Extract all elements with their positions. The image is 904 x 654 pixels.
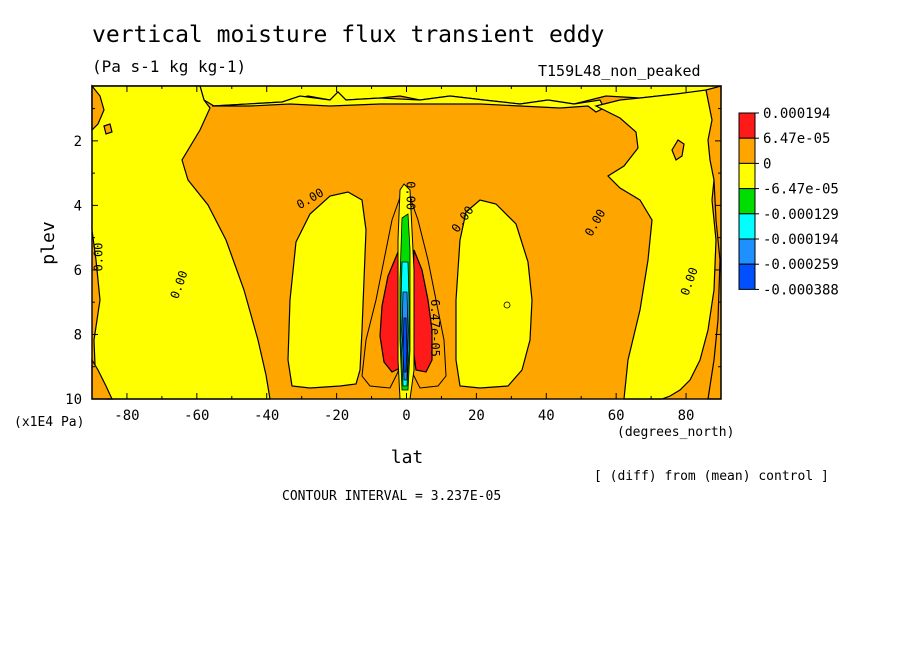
x-tick-label: 80 <box>678 408 695 424</box>
x-tick-label: -60 <box>184 408 209 424</box>
legend-level-label: -6.47e-05 <box>763 182 839 198</box>
small-feature-ring <box>503 301 511 309</box>
yellow-region-top-band <box>211 91 605 113</box>
yellow-region-left-wedge <box>91 85 271 400</box>
y-tick-label: 10 <box>65 392 82 408</box>
chart-units: (Pa s-1 kg kg-1) <box>92 57 247 76</box>
x-axis-label: lat <box>391 447 424 468</box>
contour-label: 0.00 <box>404 181 418 210</box>
x-tick-label: 20 <box>468 408 485 424</box>
contour-interval: CONTOUR INTERVAL = 3.237E-05 <box>282 489 502 504</box>
x-tick-label: -80 <box>114 408 139 424</box>
y-axis-label: plev <box>38 221 59 264</box>
run-name: T159L48_non_peaked <box>538 62 701 80</box>
y-axis-units: (x1E4 Pa) <box>14 415 85 430</box>
orange-bump-right <box>671 139 685 161</box>
legend-level-label: 0.000194 <box>763 106 830 122</box>
y-tick-label: 8 <box>74 327 82 343</box>
y-tick-label: 2 <box>74 134 82 150</box>
legend-swatch <box>738 188 756 215</box>
legend-level-label: -0.000388 <box>763 282 839 298</box>
x-tick-label: 40 <box>538 408 555 424</box>
legend-swatch <box>738 137 756 164</box>
legend-swatch <box>738 112 756 139</box>
legend-level-label: -0.000259 <box>763 257 839 273</box>
diff-note: [ (diff) from (mean) control ] <box>594 469 829 484</box>
legend-swatch <box>738 238 756 265</box>
legend-level-label: 0 <box>763 156 771 172</box>
y-axis-ticks: 2 4 6 8 10 <box>65 108 721 408</box>
yellow-lobe-southern <box>287 191 367 389</box>
x-tick-label: 60 <box>608 408 625 424</box>
contour-label: 6.47e-05 <box>428 299 442 357</box>
x-tick-label: -40 <box>254 408 279 424</box>
small-feature-left <box>103 123 113 135</box>
deepblue-column-equator <box>402 317 408 373</box>
x-axis-ticks: -80 -60 -40 -20 0 20 40 60 80 <box>91 86 722 424</box>
legend-level-label: -0.000129 <box>763 207 839 223</box>
chart-title: vertical moisture flux transient eddy <box>92 22 605 48</box>
x-tick-label: -20 <box>324 408 349 424</box>
legend-swatch <box>738 263 756 290</box>
legend-level-label: -0.000194 <box>763 232 839 248</box>
legend-level-label: 6.47e-05 <box>763 131 830 147</box>
y-tick-label: 4 <box>74 198 82 214</box>
y-tick-label: 6 <box>74 263 82 279</box>
contour-label: 0.00 <box>91 243 105 272</box>
yellow-lobe-northern <box>455 199 533 389</box>
legend-swatch <box>738 213 756 240</box>
x-axis-units: (degrees_north) <box>617 425 735 440</box>
color-legend: 0.000194 6.47e-05 0 -6.47e-05 -0.000129 -0.00… <box>738 106 839 298</box>
legend-swatch <box>738 162 756 190</box>
x-tick-label: 0 <box>402 408 410 424</box>
